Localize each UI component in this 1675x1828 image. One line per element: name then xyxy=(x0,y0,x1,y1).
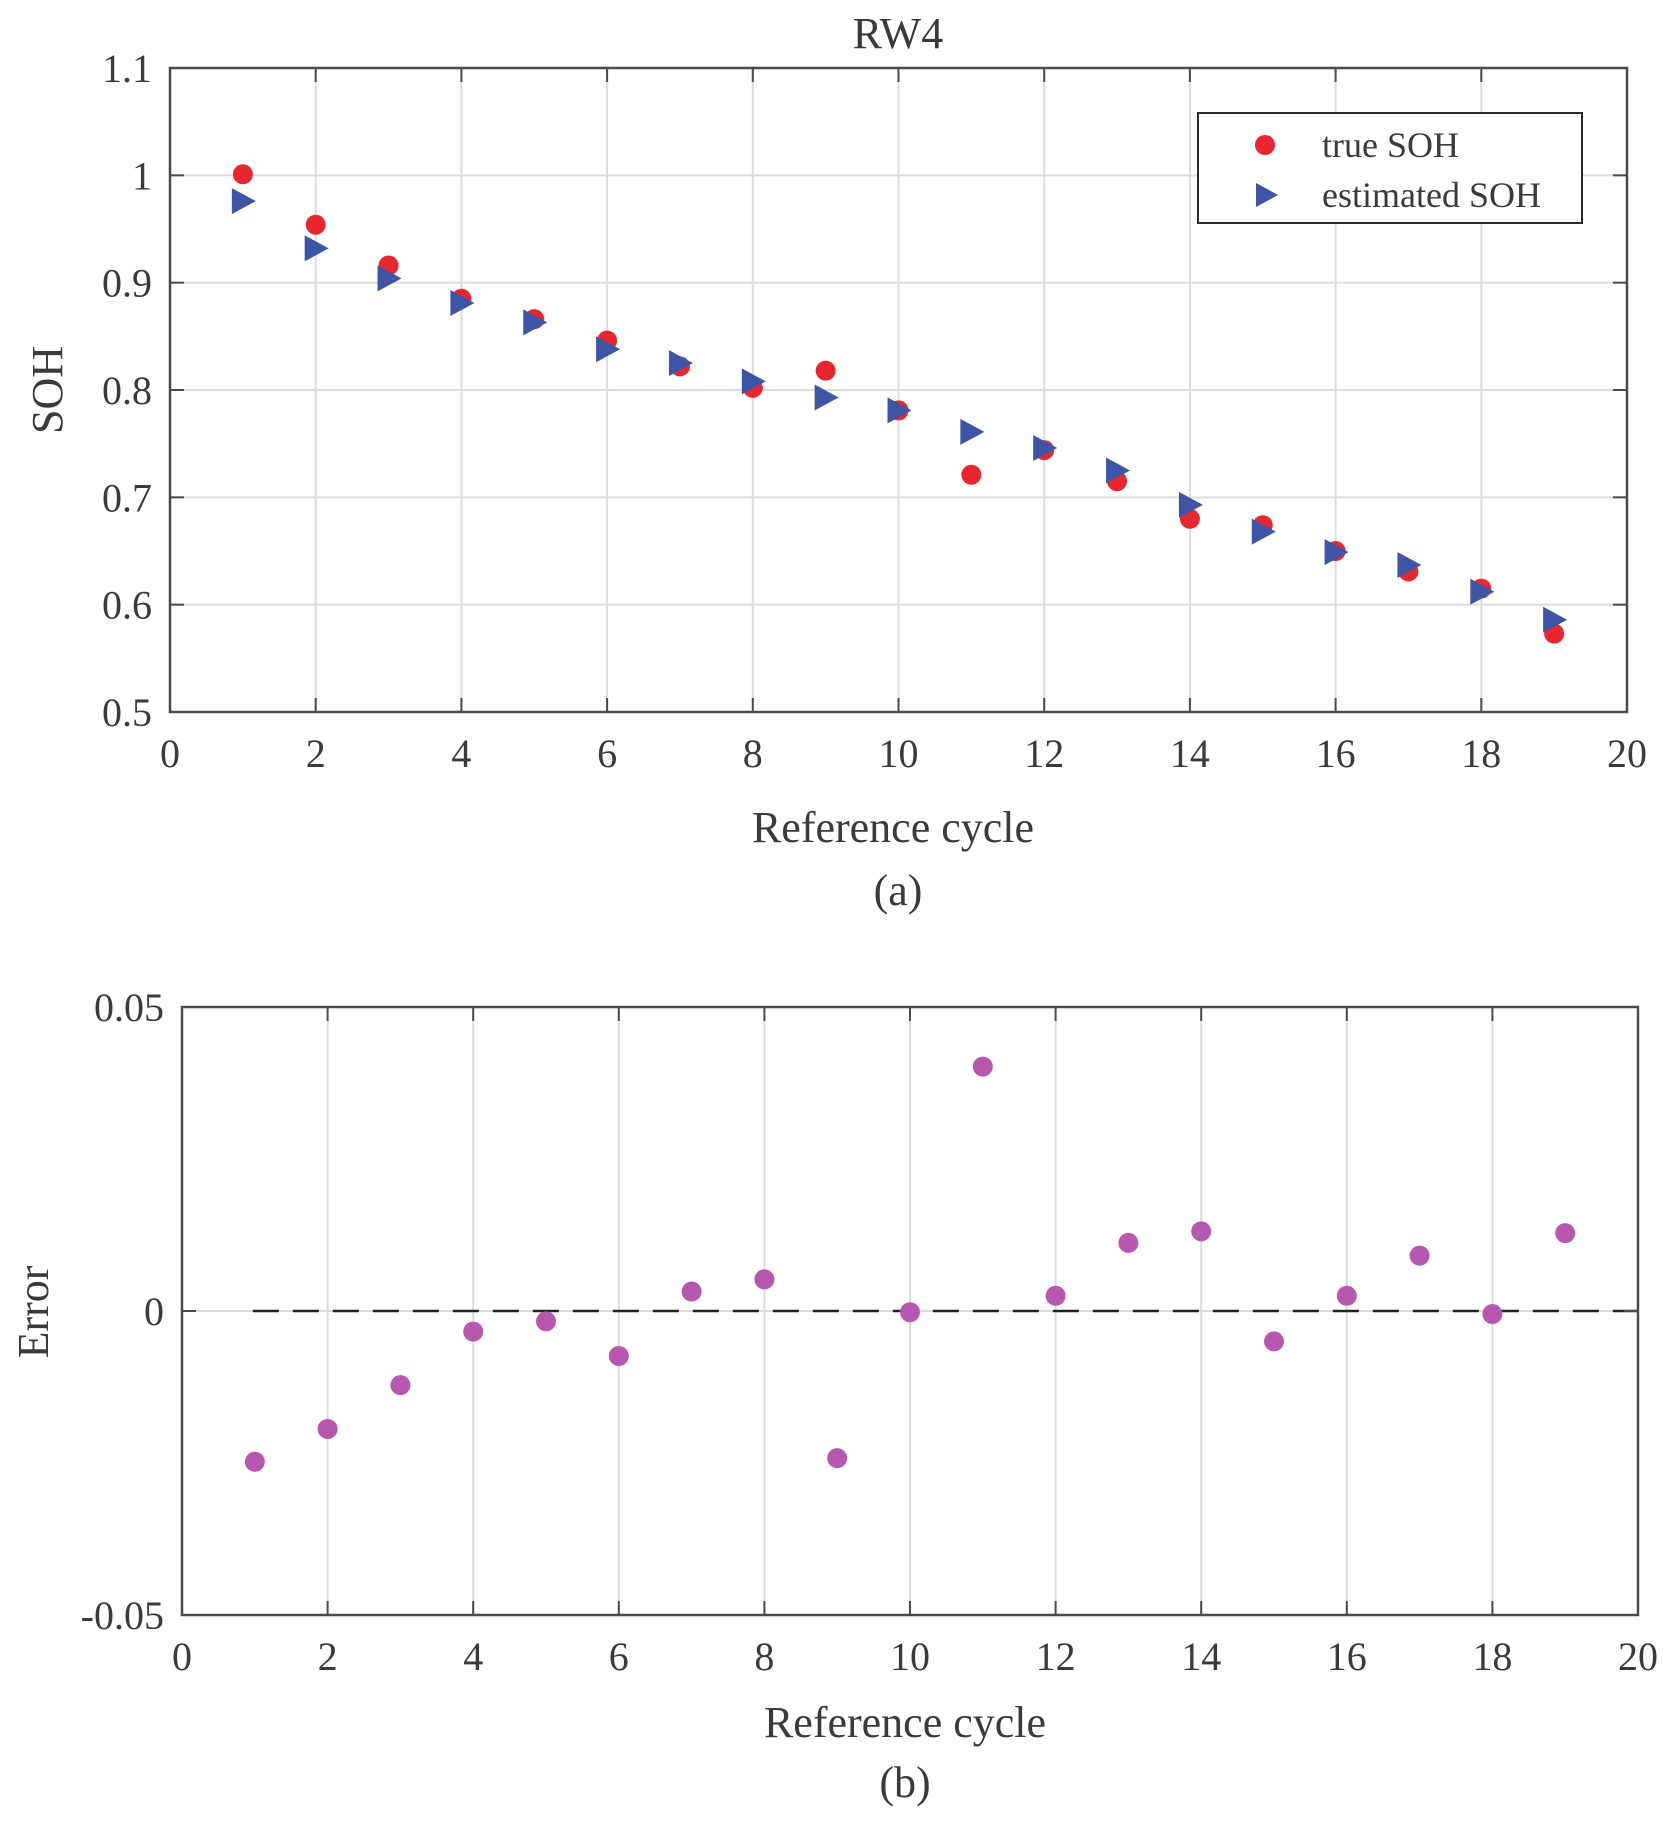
error-point xyxy=(681,1281,702,1302)
error-point xyxy=(827,1448,848,1469)
legend-label-estimated-soh: estimated SOH xyxy=(1322,175,1541,215)
error-point xyxy=(317,1418,338,1439)
chart-a-legend: true SOH estimated SOH xyxy=(1197,112,1583,224)
true-soh-point xyxy=(961,464,982,485)
x-tick-label: 6 xyxy=(609,1634,629,1679)
error-point xyxy=(1336,1285,1357,1306)
estimated-soh-point xyxy=(304,235,329,262)
x-tick-label: 16 xyxy=(1327,1634,1367,1679)
chart-a-ylabel: SOH xyxy=(23,346,72,434)
estimated-soh-point xyxy=(741,368,766,395)
estimated-soh-point xyxy=(1324,539,1349,566)
true-soh-point xyxy=(232,164,253,185)
y-tick-label: 1 xyxy=(132,153,152,198)
estimated-soh-point xyxy=(668,350,693,377)
estimated-soh-point xyxy=(1251,518,1276,545)
error-point xyxy=(1191,1221,1212,1242)
chart-b-series xyxy=(244,1056,1576,1472)
error-point xyxy=(390,1375,411,1396)
chart-a-tick-labels: 0 2 4 6 8 10 12 14 16 18 20 0.5 0.6 0.7 0.8 0.9 1 1.1 xyxy=(102,46,1647,776)
chart-b-xlabel: Reference cycle xyxy=(764,1698,1046,1747)
chart-a-caption: (a) xyxy=(874,866,923,915)
error-point xyxy=(1482,1304,1503,1325)
chart-a: 0 2 4 6 8 10 12 14 16 18 20 0.5 0.6 0.7 0.8 0.9 1 1.1 RW4… xyxy=(23,9,1647,915)
estimated-soh-point xyxy=(1543,606,1568,633)
x-tick-label: 14 xyxy=(1181,1634,1221,1679)
chart-a-title: RW4 xyxy=(853,9,943,58)
x-tick-label: 8 xyxy=(743,731,763,776)
x-tick-label: 12 xyxy=(1036,1634,1076,1679)
legend-box xyxy=(1197,112,1583,224)
estimated-soh-point xyxy=(960,418,985,445)
x-tick-label: 20 xyxy=(1618,1634,1658,1679)
x-tick-label: 12 xyxy=(1024,731,1064,776)
estimated-soh-point xyxy=(1033,434,1058,461)
estimated-soh-point xyxy=(231,188,256,215)
error-point xyxy=(1555,1223,1576,1244)
error-point xyxy=(1409,1245,1430,1266)
chart-a-ticks xyxy=(169,67,1628,713)
x-tick-label: 10 xyxy=(879,731,919,776)
chart-a-xlabel: Reference cycle xyxy=(752,803,1034,852)
error-point xyxy=(463,1321,484,1342)
estimated-soh-point xyxy=(523,309,548,336)
x-tick-label: 4 xyxy=(451,731,471,776)
y-tick-label: 0.8 xyxy=(102,368,152,413)
y-tick-label: 0.5 xyxy=(102,690,152,735)
x-tick-label: 16 xyxy=(1316,731,1356,776)
error-point xyxy=(972,1056,993,1077)
y-tick-label: 1.1 xyxy=(102,46,152,91)
error-point xyxy=(900,1302,920,1323)
error-point xyxy=(608,1345,629,1366)
x-tick-label: 4 xyxy=(463,1634,483,1679)
x-tick-label: 10 xyxy=(890,1634,930,1679)
estimated-soh-point xyxy=(887,397,912,424)
estimated-soh-point xyxy=(814,384,839,411)
legend-label-true-soh: true SOH xyxy=(1322,125,1459,165)
x-tick-label: 18 xyxy=(1472,1634,1512,1679)
x-tick-label: 0 xyxy=(172,1634,192,1679)
error-point xyxy=(1045,1285,1066,1306)
error-point xyxy=(754,1269,775,1290)
y-tick-label: 0 xyxy=(144,1289,164,1334)
x-tick-label: 14 xyxy=(1170,731,1210,776)
x-tick-label: 0 xyxy=(160,731,180,776)
chart-b-ylabel: Error xyxy=(9,1265,58,1358)
error-point xyxy=(1264,1331,1284,1352)
chart-a-series xyxy=(231,164,1568,644)
legend-marker-estimated-soh xyxy=(1256,183,1278,207)
y-tick-label: 0.05 xyxy=(94,985,164,1030)
y-tick-label: 0.7 xyxy=(102,475,152,520)
estimated-soh-point xyxy=(1178,491,1203,518)
chart-b-caption: (b) xyxy=(879,1758,930,1807)
legend-marker-true-soh xyxy=(1255,135,1275,155)
estimated-soh-point xyxy=(1397,551,1422,578)
estimated-soh-point xyxy=(1106,457,1131,484)
x-tick-label: 6 xyxy=(597,731,617,776)
chart-b-ticks xyxy=(181,1006,1639,1616)
estimated-soh-point xyxy=(596,336,621,363)
true-soh-point xyxy=(815,360,836,381)
estimated-soh-point xyxy=(1470,578,1495,605)
y-tick-label: 0.6 xyxy=(102,583,152,628)
estimated-soh-point xyxy=(450,290,475,317)
x-tick-label: 20 xyxy=(1607,731,1647,776)
error-point xyxy=(244,1451,265,1472)
estimated-soh-point xyxy=(377,265,402,292)
error-point xyxy=(1118,1232,1139,1253)
x-tick-label: 2 xyxy=(306,731,326,776)
y-tick-label: -0.05 xyxy=(81,1593,164,1638)
x-tick-label: 18 xyxy=(1461,731,1501,776)
x-tick-label: 2 xyxy=(318,1634,338,1679)
x-tick-label: 8 xyxy=(754,1634,774,1679)
y-tick-label: 0.9 xyxy=(102,261,152,306)
true-soh-point xyxy=(305,214,326,235)
error-point xyxy=(536,1311,556,1332)
